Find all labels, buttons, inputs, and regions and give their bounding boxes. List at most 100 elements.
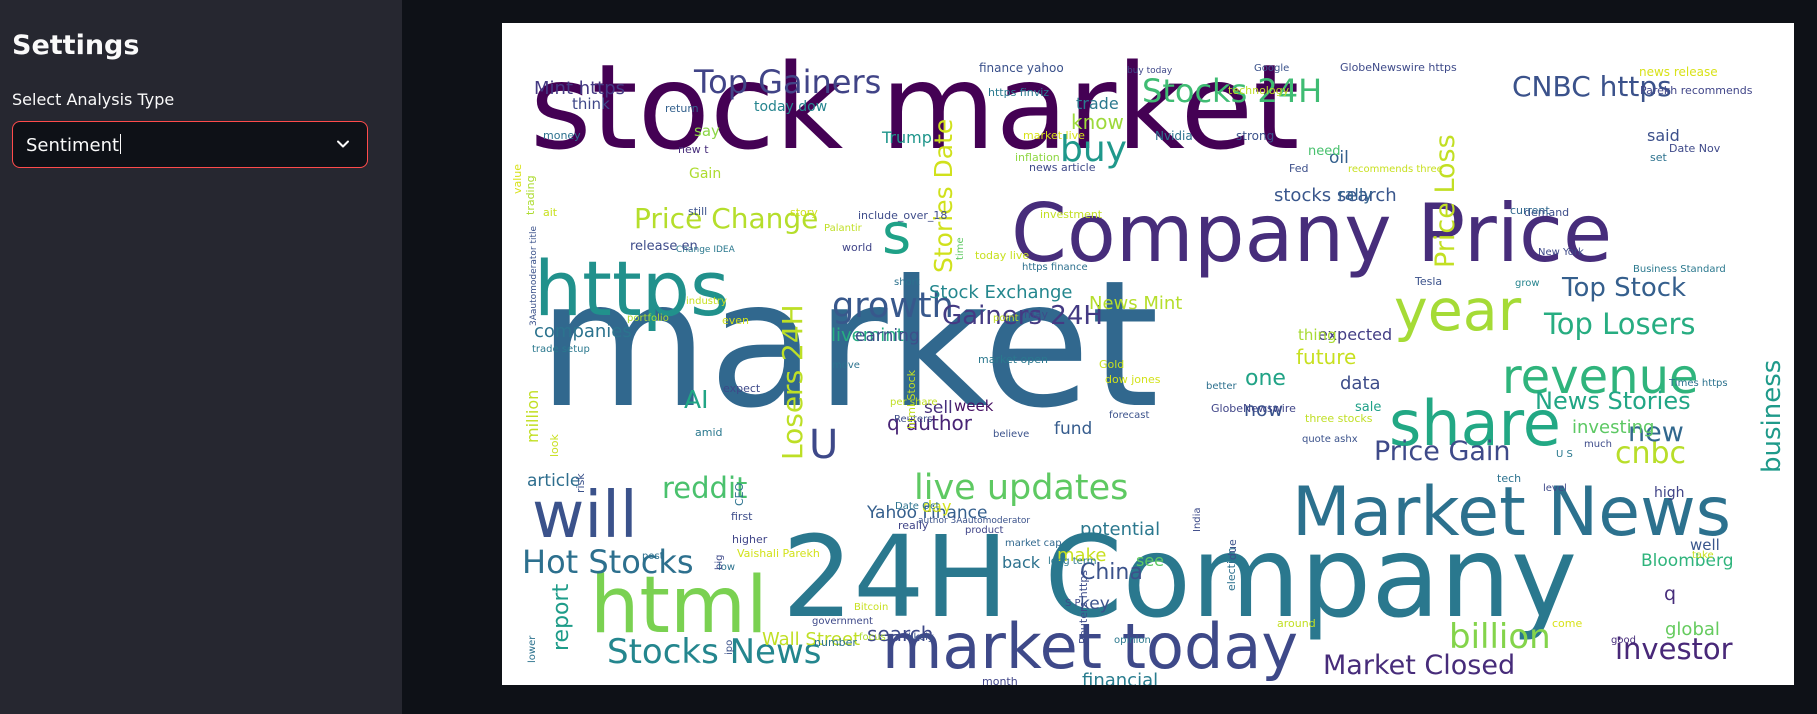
word-news-article: news article — [1029, 161, 1096, 174]
word-finance-yahoo: finance yahoo — [979, 61, 1064, 75]
word-oil: oil — [1329, 148, 1349, 168]
word-buy-today: buy today — [1127, 66, 1173, 76]
word-short: short — [894, 277, 920, 288]
word-see: see — [1136, 551, 1164, 570]
word-say: say — [694, 122, 720, 140]
word-better: better — [1206, 381, 1237, 392]
word-market-today: market today — [882, 610, 1298, 683]
word-palantir: Palantir — [824, 223, 863, 234]
word-https-finance: https finance — [1022, 262, 1088, 273]
word-new-york: New York — [1538, 247, 1584, 258]
word-losers-24h: Losers 24H — [776, 304, 809, 460]
word-q-author: q author — [887, 411, 973, 435]
word-potential: potential — [1080, 519, 1160, 540]
word-ai: AI — [684, 385, 708, 414]
word-company-price: Company Price — [1011, 187, 1612, 280]
word-trump: Trump — [881, 128, 932, 147]
word-grow: grow — [1515, 278, 1540, 289]
word-post: post — [642, 551, 664, 562]
word-livemint: livemint — [831, 325, 904, 346]
word-look: look — [548, 433, 561, 457]
word-inflation: inflation — [1015, 151, 1060, 164]
word-companies: companies — [534, 321, 632, 342]
word-reuters-https: Reuters https — [1077, 570, 1090, 644]
word-new-t: new t — [678, 143, 709, 156]
word-bloomberg: Bloomberg — [1641, 551, 1733, 571]
word-cnbc: cnbc — [1615, 436, 1686, 471]
word-top-stock: Top Stock — [1561, 273, 1686, 303]
word-times-https: Times https — [1668, 378, 1728, 389]
word-take: take — [1692, 550, 1714, 561]
word-future: future — [1296, 345, 1356, 369]
word-strong: strong — [1236, 129, 1274, 143]
word-move: move — [832, 360, 860, 371]
word-level: level — [1543, 483, 1567, 494]
word-today-live: today live — [975, 249, 1029, 262]
word-q: q — [1664, 583, 1676, 605]
word-html-stock: html Stock — [905, 369, 918, 429]
word-report: report — [549, 583, 574, 651]
word-investing: investing — [1572, 417, 1654, 438]
word-trading: trading — [524, 175, 537, 215]
word-share: share — [1389, 387, 1561, 460]
word-article: article — [527, 471, 580, 491]
word-ceo: CEO — [733, 482, 746, 506]
word-point: point — [993, 313, 1019, 324]
word-stocks-search: stocks search — [1274, 185, 1397, 206]
word-u-s: U S — [1556, 449, 1573, 460]
word-3aautomoderator-title: 3Aautomoderator title — [529, 225, 539, 326]
word-dow-jones: dow jones — [1105, 373, 1161, 386]
word-trade-setup: trade setup — [532, 344, 590, 355]
word-sale: sale — [1355, 400, 1381, 415]
word-https-finviz: https finviz — [988, 86, 1049, 99]
word-s: s — [882, 202, 911, 267]
word-government: government — [812, 616, 873, 627]
word-buy: buy — [1060, 129, 1127, 170]
word-news-release: news release — [1639, 65, 1718, 79]
word-search: search — [867, 622, 933, 646]
word-news-stories: News Stories — [1535, 387, 1691, 415]
word-return: return — [665, 102, 699, 115]
word-big: big — [714, 555, 725, 570]
word-new: new — [1628, 417, 1684, 448]
word-growth: growth — [832, 286, 954, 326]
word-due: due — [1226, 539, 1239, 560]
word-tesla: Tesla — [1414, 275, 1442, 288]
word-top-losers: Top Losers — [1543, 307, 1696, 341]
word-release-en: release en — [630, 239, 698, 254]
word-revenue: revenue — [1502, 349, 1699, 405]
word-well: well — [1690, 536, 1720, 554]
word-china: China — [1080, 560, 1143, 585]
word-low: low — [718, 562, 735, 573]
word-week: week — [954, 397, 994, 415]
word-globenewswire: GlobeNewswire — [1211, 402, 1296, 415]
word-recommends-three: recommends three — [1348, 164, 1443, 175]
word-lower: lower — [527, 635, 538, 663]
word-higher: higher — [732, 533, 768, 546]
word-financial: financial — [1082, 670, 1158, 685]
word-technology: technology — [1228, 84, 1290, 97]
word-market-news: Market News — [1292, 473, 1731, 552]
word-gain: Gain — [689, 166, 721, 182]
word-industry: industry — [686, 296, 727, 307]
word-author-3aautomoderator: author 3Aautomoderator — [918, 516, 1030, 526]
chevron-down-icon[interactable] — [335, 136, 351, 152]
analysis-type-label: Select Analysis Type — [12, 90, 175, 109]
word-said: said — [1647, 126, 1680, 145]
word-hot-stocks: Hot Stocks — [522, 543, 694, 581]
analysis-type-select[interactable]: Sentiment — [12, 121, 368, 168]
word-live-updates: live updates — [914, 468, 1128, 508]
word-fund: fund — [1054, 419, 1092, 439]
word-change-idea: Change IDEA — [676, 245, 736, 255]
word-need: need — [1308, 144, 1341, 159]
word-cloud-image: stock market market Company Price 24H Compa… — [502, 23, 1794, 685]
word-rally: rally — [1338, 185, 1373, 204]
word-day: day — [922, 497, 951, 516]
word-expected: expected — [1318, 325, 1392, 344]
word-really: really — [898, 519, 929, 532]
word-gold: Gold — [1099, 358, 1124, 371]
word-much: much — [1584, 439, 1612, 450]
word-vaishali-parekh: Vaishali Parekh — [737, 547, 820, 560]
word-wall-street: Wall Street — [762, 629, 860, 650]
